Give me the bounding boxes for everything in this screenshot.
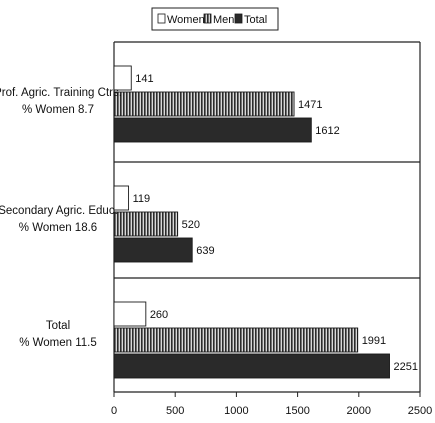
value-label-total-2: 2251 [394,361,418,373]
x-tick-label: 2500 [408,405,432,417]
value-label-men-1: 520 [182,219,200,231]
category-label: Secondary Agric. Educ. [0,205,118,217]
bar-total-1 [113,237,193,263]
legend-label-women: Women [167,14,205,26]
x-tick-label: 0 [111,405,117,417]
bar-total-0 [113,117,312,143]
x-tick-label: 500 [166,405,184,417]
legend-swatch-men [203,13,212,24]
category-label: Prof. Agric. Training Ctrs. [0,87,122,99]
bar-women-0 [113,65,132,91]
legend-swatch-total [234,13,243,24]
value-label-men-0: 1471 [298,99,322,111]
x-tick-label: 1000 [224,405,248,417]
category-label: Total [46,320,70,332]
category-sublabel: % Women 18.6 [19,222,97,234]
category-sublabel: % Women 8.7 [22,104,94,116]
legend-label-men: Men [213,14,234,26]
value-label-women-1: 119 [133,193,151,205]
category-sublabel: % Women 11.5 [19,337,97,349]
value-label-total-0: 1612 [315,125,339,137]
bar-men-2 [113,327,359,353]
legend-label-total: Total [244,14,267,26]
bar-men-1 [113,211,179,237]
bar-women-2 [113,301,147,327]
value-label-women-0: 141 [135,73,153,85]
value-label-men-2: 1991 [362,335,386,347]
value-label-total-1: 639 [196,245,214,257]
bar-total-2 [113,353,390,379]
x-tick-label: 2000 [347,405,371,417]
legend-swatch-women [157,13,166,24]
x-tick-label: 1500 [285,405,309,417]
value-label-women-2: 260 [150,309,168,321]
plot-area: 141 1471 1612 Prof. Agric. Training Ctrs. % … [0,41,432,417]
bar-women-1 [113,185,130,211]
legend-box [151,7,279,31]
bar-men-0 [113,91,295,117]
legend: Women Men Total [151,7,279,31]
